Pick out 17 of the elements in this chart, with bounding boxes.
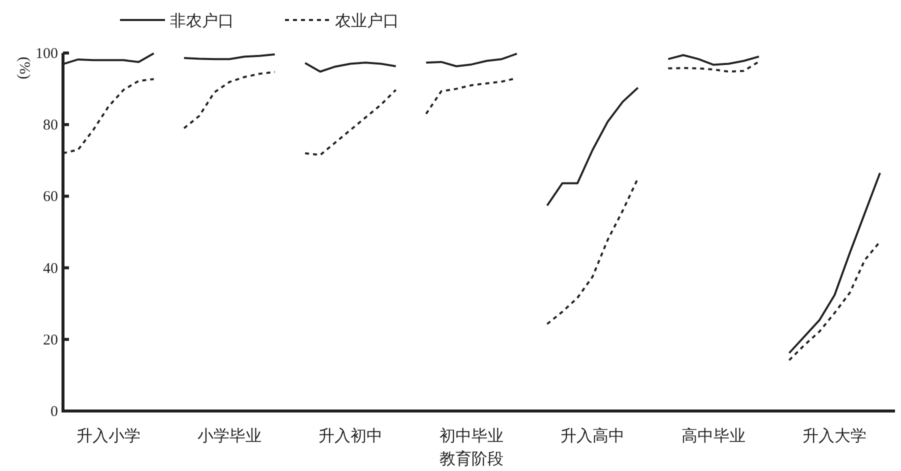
- y-tick-label: 80: [43, 118, 58, 134]
- y-tick-label: 40: [43, 260, 58, 277]
- legend-label: 农业户口: [335, 12, 399, 30]
- x-tick-label: 小学毕业: [197, 427, 262, 445]
- legend-label: 非农户口: [170, 12, 234, 30]
- y-tick-label: 20: [43, 332, 58, 348]
- x-tick-label: 升入大学: [802, 427, 867, 445]
- y-tick-label: 0: [50, 404, 58, 420]
- x-axis-title: 教育阶段: [440, 450, 504, 468]
- x-tick-label: 初中毕业: [440, 427, 504, 445]
- x-tick-label: 升入高中: [560, 427, 625, 445]
- x-tick-label: 高中毕业: [682, 427, 746, 445]
- x-tick-label: 升入初中: [318, 427, 382, 445]
- y-axis-title: (%): [16, 56, 32, 80]
- y-tick-label: 100: [36, 46, 58, 62]
- x-tick-label: 升入小学: [76, 427, 140, 445]
- y-tick-label: 60: [43, 189, 58, 206]
